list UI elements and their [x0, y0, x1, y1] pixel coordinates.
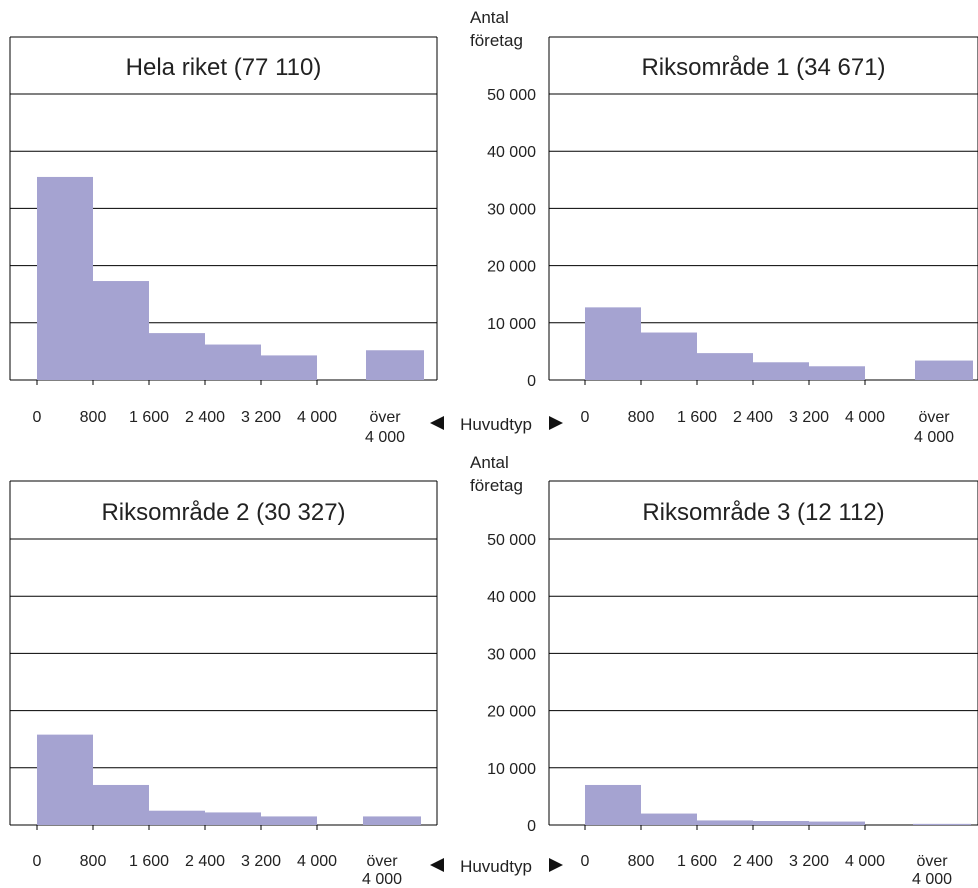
y-tick-label: 40 000	[487, 144, 536, 161]
bar-5	[809, 821, 865, 825]
x-tick-label: 2 400	[185, 853, 225, 870]
y-tick-label: 50 000	[487, 532, 536, 549]
shared-y-axis-2: Antal företag 0 10 000 20 000 30 000 40 000 50 …	[430, 453, 563, 876]
x-tick-label: 3 200	[789, 409, 829, 426]
bar-1	[37, 176, 93, 380]
bar-2	[641, 813, 697, 825]
x-last-label-line1: över	[918, 409, 950, 426]
bars	[37, 176, 424, 380]
x-last-label-line1: över	[916, 853, 948, 870]
bar-2	[93, 281, 149, 380]
triangle-right-icon	[549, 858, 563, 872]
y-axis-title-line2: företag	[470, 476, 523, 495]
bars	[585, 307, 973, 380]
x-last-label-line1: över	[369, 409, 401, 426]
bars	[585, 784, 971, 825]
bar-3	[697, 353, 753, 380]
bar-3	[697, 820, 753, 825]
y-tick-label: 50 000	[487, 87, 536, 104]
y-tick-label: 30 000	[487, 646, 536, 663]
x-tick-label: 800	[80, 409, 107, 426]
panel-title: Riksområde 2 (30 327)	[101, 499, 345, 526]
bar-5	[809, 366, 865, 380]
bar-6	[915, 360, 973, 380]
x-tick-label: 0	[33, 853, 42, 870]
bars	[37, 734, 421, 825]
bar-6	[366, 350, 424, 380]
y-axis-title-line1: Antal	[470, 453, 509, 472]
panel-3: Riksområde 2 (30 327) 0 800 1 600 2 400 3 200…	[9, 480, 438, 888]
bar-5	[261, 355, 317, 380]
y-tick-label: 0	[527, 373, 536, 390]
triangle-left-icon	[430, 858, 444, 872]
x-tick-label: 1 600	[129, 853, 169, 870]
panel-2: Riksområde 1 (34 671) 0 800 1 600 2 400 3 200…	[548, 36, 978, 446]
y-tick-label: 0	[527, 818, 536, 835]
bar-1	[37, 734, 93, 825]
x-last-label-line1: över	[366, 853, 398, 870]
x-last-label-line2: 4 000	[362, 871, 402, 888]
x-last-label-line2: 4 000	[912, 871, 952, 888]
x-tick-label: 1 600	[677, 409, 717, 426]
x-last-label-line2: 4 000	[365, 429, 405, 446]
bar-2	[93, 784, 149, 825]
panel-title: Hela riket (77 110)	[126, 54, 322, 81]
panel-4: Riksområde 3 (12 112) 0 800 1 600 2 400 3 200…	[548, 480, 978, 888]
y-tick-label: 20 000	[487, 259, 536, 276]
y-tick-label: 30 000	[487, 201, 536, 218]
shared-y-axis-1: Antal företag 0 10 000 20 000 30 000 40 000 50 …	[430, 8, 563, 434]
huvudtyp-text: Huvudtyp	[460, 857, 532, 876]
huvudtyp-text: Huvudtyp	[460, 415, 532, 434]
x-tick-label: 0	[581, 853, 590, 870]
x-tick-label: 4 000	[845, 853, 885, 870]
y-tick-label: 20 000	[487, 704, 536, 721]
x-tick-label: 800	[628, 853, 655, 870]
bar-4	[205, 812, 261, 825]
x-tick-label: 3 200	[241, 409, 281, 426]
bar-6	[913, 823, 971, 825]
x-tick-label: 800	[628, 409, 655, 426]
triangle-left-icon	[430, 416, 444, 430]
x-tick-label: 0	[33, 409, 42, 426]
x-tick-label: 2 400	[733, 409, 773, 426]
x-last-label-line2: 4 000	[914, 429, 954, 446]
bar-3	[149, 333, 205, 380]
x-tick-label: 800	[80, 853, 107, 870]
y-tick-label: 10 000	[487, 316, 536, 333]
huvudtyp-label: Huvudtyp	[430, 415, 563, 434]
bar-1	[585, 784, 641, 825]
bar-4	[205, 344, 261, 380]
bar-6	[363, 816, 421, 825]
panel-title: Riksområde 1 (34 671)	[641, 54, 885, 81]
y-tick-label: 10 000	[487, 761, 536, 778]
bar-2	[641, 332, 697, 380]
x-tick-label: 4 000	[297, 409, 337, 426]
panel-1: Hela riket (77 110) 0 800 1 600 2 400 3 200 4 …	[9, 36, 438, 446]
y-axis-title-line1: Antal	[470, 8, 509, 27]
huvudtyp-label: Huvudtyp	[430, 857, 563, 876]
x-tick-label: 4 000	[845, 409, 885, 426]
x-tick-label: 0	[581, 409, 590, 426]
x-tick-label: 1 600	[677, 853, 717, 870]
bar-5	[261, 816, 317, 825]
bar-3	[149, 810, 205, 825]
bar-1	[585, 307, 641, 380]
x-tick-label: 4 000	[297, 853, 337, 870]
bar-4	[753, 820, 809, 825]
x-tick-label: 2 400	[185, 409, 225, 426]
y-axis-title-line2: företag	[470, 31, 523, 50]
x-tick-label: 2 400	[733, 853, 773, 870]
bar-4	[753, 362, 809, 380]
x-tick-label: 1 600	[129, 409, 169, 426]
y-tick-label: 40 000	[487, 589, 536, 606]
triangle-right-icon	[549, 416, 563, 430]
x-tick-label: 3 200	[241, 853, 281, 870]
panel-title: Riksområde 3 (12 112)	[642, 499, 884, 526]
x-tick-label: 3 200	[789, 853, 829, 870]
